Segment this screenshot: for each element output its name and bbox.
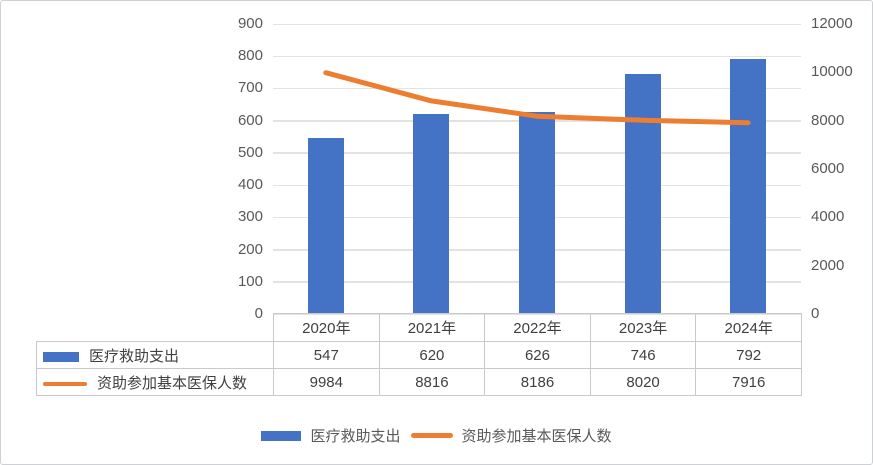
chart-legend: 医疗救助支出 资助参加基本医保人数 <box>1 425 872 446</box>
line-series-swatch-icon <box>410 433 453 438</box>
data-table: 2020年 2021年 2022年 2023年 2024年医疗救助支出 547 620 626… <box>36 313 802 396</box>
series-label-cell: 资助参加基本医保人数 <box>36 368 274 396</box>
left-axis-tick-label: 200 <box>237 240 263 258</box>
bar-2024年 <box>730 58 767 314</box>
legend-label-bar-series: 医疗救助支出 <box>310 428 401 445</box>
left-axis-tick-label: 700 <box>237 79 263 97</box>
left-axis-tick-label: 0 <box>254 305 263 322</box>
bar-2022年 <box>519 112 555 314</box>
bar-series-swatch-icon <box>261 430 302 441</box>
series-name-label: 资助参加基本医保人数 <box>97 374 248 392</box>
left-axis-tick-label: 800 <box>237 47 263 65</box>
gridline <box>273 87 801 90</box>
value-cell: 620 <box>378 341 486 369</box>
line-series-path <box>323 70 751 126</box>
value-cell: 792 <box>695 341 802 369</box>
left-axis-tick-label: 500 <box>237 143 263 161</box>
year-header-cell: 2023年 <box>589 313 697 342</box>
legend-item-bar-series: 医疗救助支出 <box>261 425 401 446</box>
gridline <box>273 23 801 25</box>
series-label-cell: 医疗救助支出 <box>36 341 274 369</box>
right-axis-tick-label: 2000 <box>811 256 845 274</box>
line-series <box>323 70 751 126</box>
left-axis-tick-label: 100 <box>237 272 263 290</box>
right-axis-tick-label: 4000 <box>811 208 845 226</box>
value-cell: 8816 <box>378 368 486 396</box>
year-header-cell: 2020年 <box>273 313 380 342</box>
value-cell: 8020 <box>589 368 697 396</box>
line-series-key-icon <box>43 381 87 386</box>
year-header-cell: 2024年 <box>695 313 802 342</box>
year-header-cell: 2022年 <box>484 313 591 342</box>
bar-2023年 <box>624 73 661 314</box>
value-cell: 547 <box>273 341 380 369</box>
table-header-row: 2020年 2021年 2022年 2023年 2024年 <box>37 313 802 342</box>
right-axis-tick-label: 10000 <box>811 63 853 81</box>
right-axis-tick-label: 6000 <box>811 160 845 177</box>
value-cell: 7916 <box>695 368 802 396</box>
table-series-row: 资助参加基本医保人数 9984 8816 8186 8020 7916 <box>36 368 802 396</box>
bar-series-key-icon <box>43 351 79 362</box>
left-axis-tick-label: 900 <box>237 15 263 32</box>
left-axis-tick-label: 600 <box>237 111 263 129</box>
value-cell: 626 <box>484 341 591 369</box>
table-series-row: 医疗救助支出 547 620 626 746 792 <box>36 341 802 369</box>
plot-area <box>273 23 801 315</box>
right-axis-tick-label: 0 <box>811 305 820 322</box>
table-corner-cell <box>37 314 274 342</box>
value-cell: 746 <box>589 341 697 369</box>
left-axis-tick-label: 400 <box>237 176 263 194</box>
legend-label-line-series: 资助参加基本医保人数 <box>461 428 612 445</box>
left-axis-tick-label: 300 <box>237 208 263 226</box>
series-name-label: 医疗救助支出 <box>89 347 180 365</box>
value-cell: 8186 <box>484 368 591 396</box>
year-header-cell: 2021年 <box>378 313 486 342</box>
right-axis-tick-label: 12000 <box>811 15 853 32</box>
value-cell: 9984 <box>273 368 380 396</box>
right-axis-tick-label: 8000 <box>811 111 845 129</box>
bar-2021年 <box>413 114 450 314</box>
legend-item-line-series: 资助参加基本医保人数 <box>410 425 612 446</box>
bar-2020年 <box>307 137 344 314</box>
gridline <box>273 55 801 58</box>
